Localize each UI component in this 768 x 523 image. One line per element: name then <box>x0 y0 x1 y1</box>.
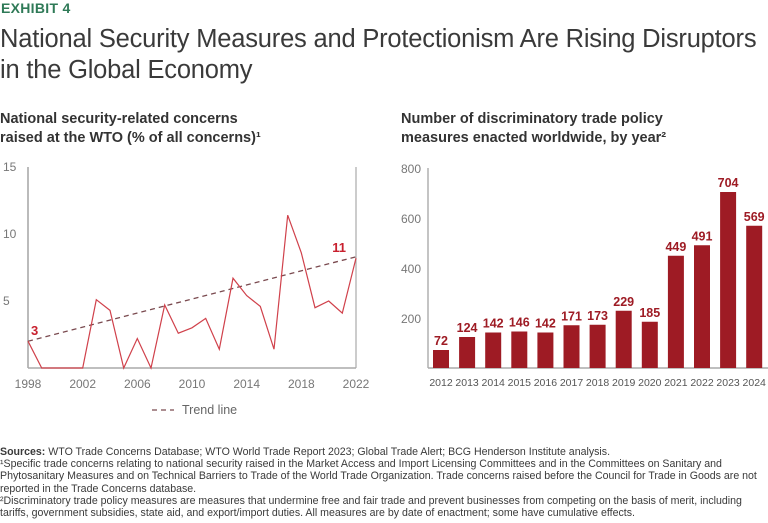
left-chart-title-line-2: raised at the WTO (% of all concerns)¹ <box>0 130 261 146</box>
bar-2015 <box>511 331 528 368</box>
bar-x-tick-label: 2016 <box>534 377 558 389</box>
sources-label: Sources: <box>0 446 46 458</box>
bar-y-tick-label: 200 <box>401 312 421 326</box>
bar-y-tick-label: 800 <box>401 162 421 176</box>
bar-x-tick-label: 2019 <box>612 377 636 389</box>
bar-x-tick-label: 2020 <box>638 377 662 389</box>
bar-value-label: 146 <box>509 316 530 330</box>
x-tick-label: 1998 <box>15 377 42 391</box>
bar-x-tick-label: 2024 <box>743 377 767 389</box>
bar-x-tick-label: 2014 <box>482 377 506 389</box>
bar-chart: 200 400 600 800 72 2012 124 2013 142 2014 146 2015 1… <box>401 162 768 389</box>
bar-x-tick-label: 2015 <box>508 377 532 389</box>
bar-value-label: 142 <box>535 317 556 331</box>
bar-value-label: 704 <box>718 176 739 190</box>
bar-2023 <box>720 192 737 368</box>
annotation-end-value: 11 <box>332 240 346 255</box>
right-chart-title-line-2: measures enacted worldwide, by year² <box>401 130 667 146</box>
x-tick-label: 2010 <box>179 377 206 391</box>
charts-canvas: 5 10 15 1998 2002 2006 2010 2014 2018 2022 3 11 Tren… <box>3 160 768 417</box>
bar-2020 <box>641 321 658 368</box>
bar-value-label: 124 <box>457 321 478 335</box>
footnote-2: ²Discriminatory trade policy measures ar… <box>0 494 742 520</box>
right-chart-title: Number of discriminatory trade policy me… <box>401 110 666 148</box>
x-tick-label: 2022 <box>343 377 370 391</box>
bar-x-tick-label: 2022 <box>690 377 714 389</box>
bar-value-label: 173 <box>587 309 608 323</box>
bar-y-tick-label: 600 <box>401 212 421 226</box>
footnotes: Sources: WTO Trade Concerns Database; WT… <box>0 446 768 519</box>
left-chart-title-line-1: National security-related concerns <box>0 111 238 127</box>
x-tick-label: 2014 <box>233 377 260 391</box>
bar-2012 <box>433 350 449 368</box>
bar-2016 <box>537 332 554 368</box>
bar-x-tick-label: 2017 <box>560 377 584 389</box>
bar-2017 <box>563 325 580 368</box>
bar-value-label: 171 <box>561 309 582 323</box>
bar-2013 <box>459 337 476 368</box>
bar-x-tick-label: 2023 <box>716 377 740 389</box>
x-tick-label: 2018 <box>288 377 315 391</box>
annotation-start-value: 3 <box>31 323 38 338</box>
right-chart-title-line-1: Number of discriminatory trade policy <box>401 111 663 127</box>
bar-y-tick-label: 400 <box>401 262 421 276</box>
x-tick-label: 2002 <box>69 377 96 391</box>
page-title: National Security Measures and Protectio… <box>0 25 757 84</box>
line-chart: 5 10 15 1998 2002 2006 2010 2014 2018 2022 3 11 Tren… <box>3 160 370 417</box>
sources-note: Sources: WTO Trade Concerns Database; WT… <box>0 446 768 458</box>
sources-text: WTO Trade Concerns Database; WTO World T… <box>45 446 611 458</box>
y-tick-label: 5 <box>3 294 10 308</box>
bar-x-tick-label: 2021 <box>664 377 688 389</box>
trend-line <box>27 256 357 342</box>
bar-value-label: 72 <box>434 334 448 348</box>
bar-x-tick-label: 2013 <box>455 377 479 389</box>
bar-value-label: 569 <box>744 210 765 224</box>
bar-2014 <box>485 332 502 368</box>
bar-value-label: 449 <box>665 240 686 254</box>
legend-trend-label: Trend line <box>182 403 237 417</box>
bar-2024 <box>746 225 763 368</box>
bar-value-label: 491 <box>692 229 713 243</box>
bar-2019 <box>615 310 632 368</box>
left-chart-title: National security-related concerns raise… <box>0 110 261 148</box>
exhibit-label: EXHIBIT 4 <box>1 0 71 16</box>
y-tick-label: 10 <box>3 227 17 241</box>
bar-value-label: 229 <box>613 295 634 309</box>
bar-2022 <box>694 245 710 368</box>
x-tick-label: 2006 <box>124 377 151 391</box>
y-tick-label: 15 <box>3 160 17 174</box>
bar-x-tick-label: 2012 <box>429 377 453 389</box>
concerns-line <box>27 214 357 370</box>
bar-2021 <box>667 255 684 368</box>
bar-value-label: 185 <box>639 306 660 320</box>
bar-2018 <box>589 324 606 368</box>
footnote-1: ¹Specific trade concerns relating to nat… <box>0 458 757 495</box>
bar-value-label: 142 <box>483 317 504 331</box>
bar-x-tick-label: 2018 <box>586 377 610 389</box>
